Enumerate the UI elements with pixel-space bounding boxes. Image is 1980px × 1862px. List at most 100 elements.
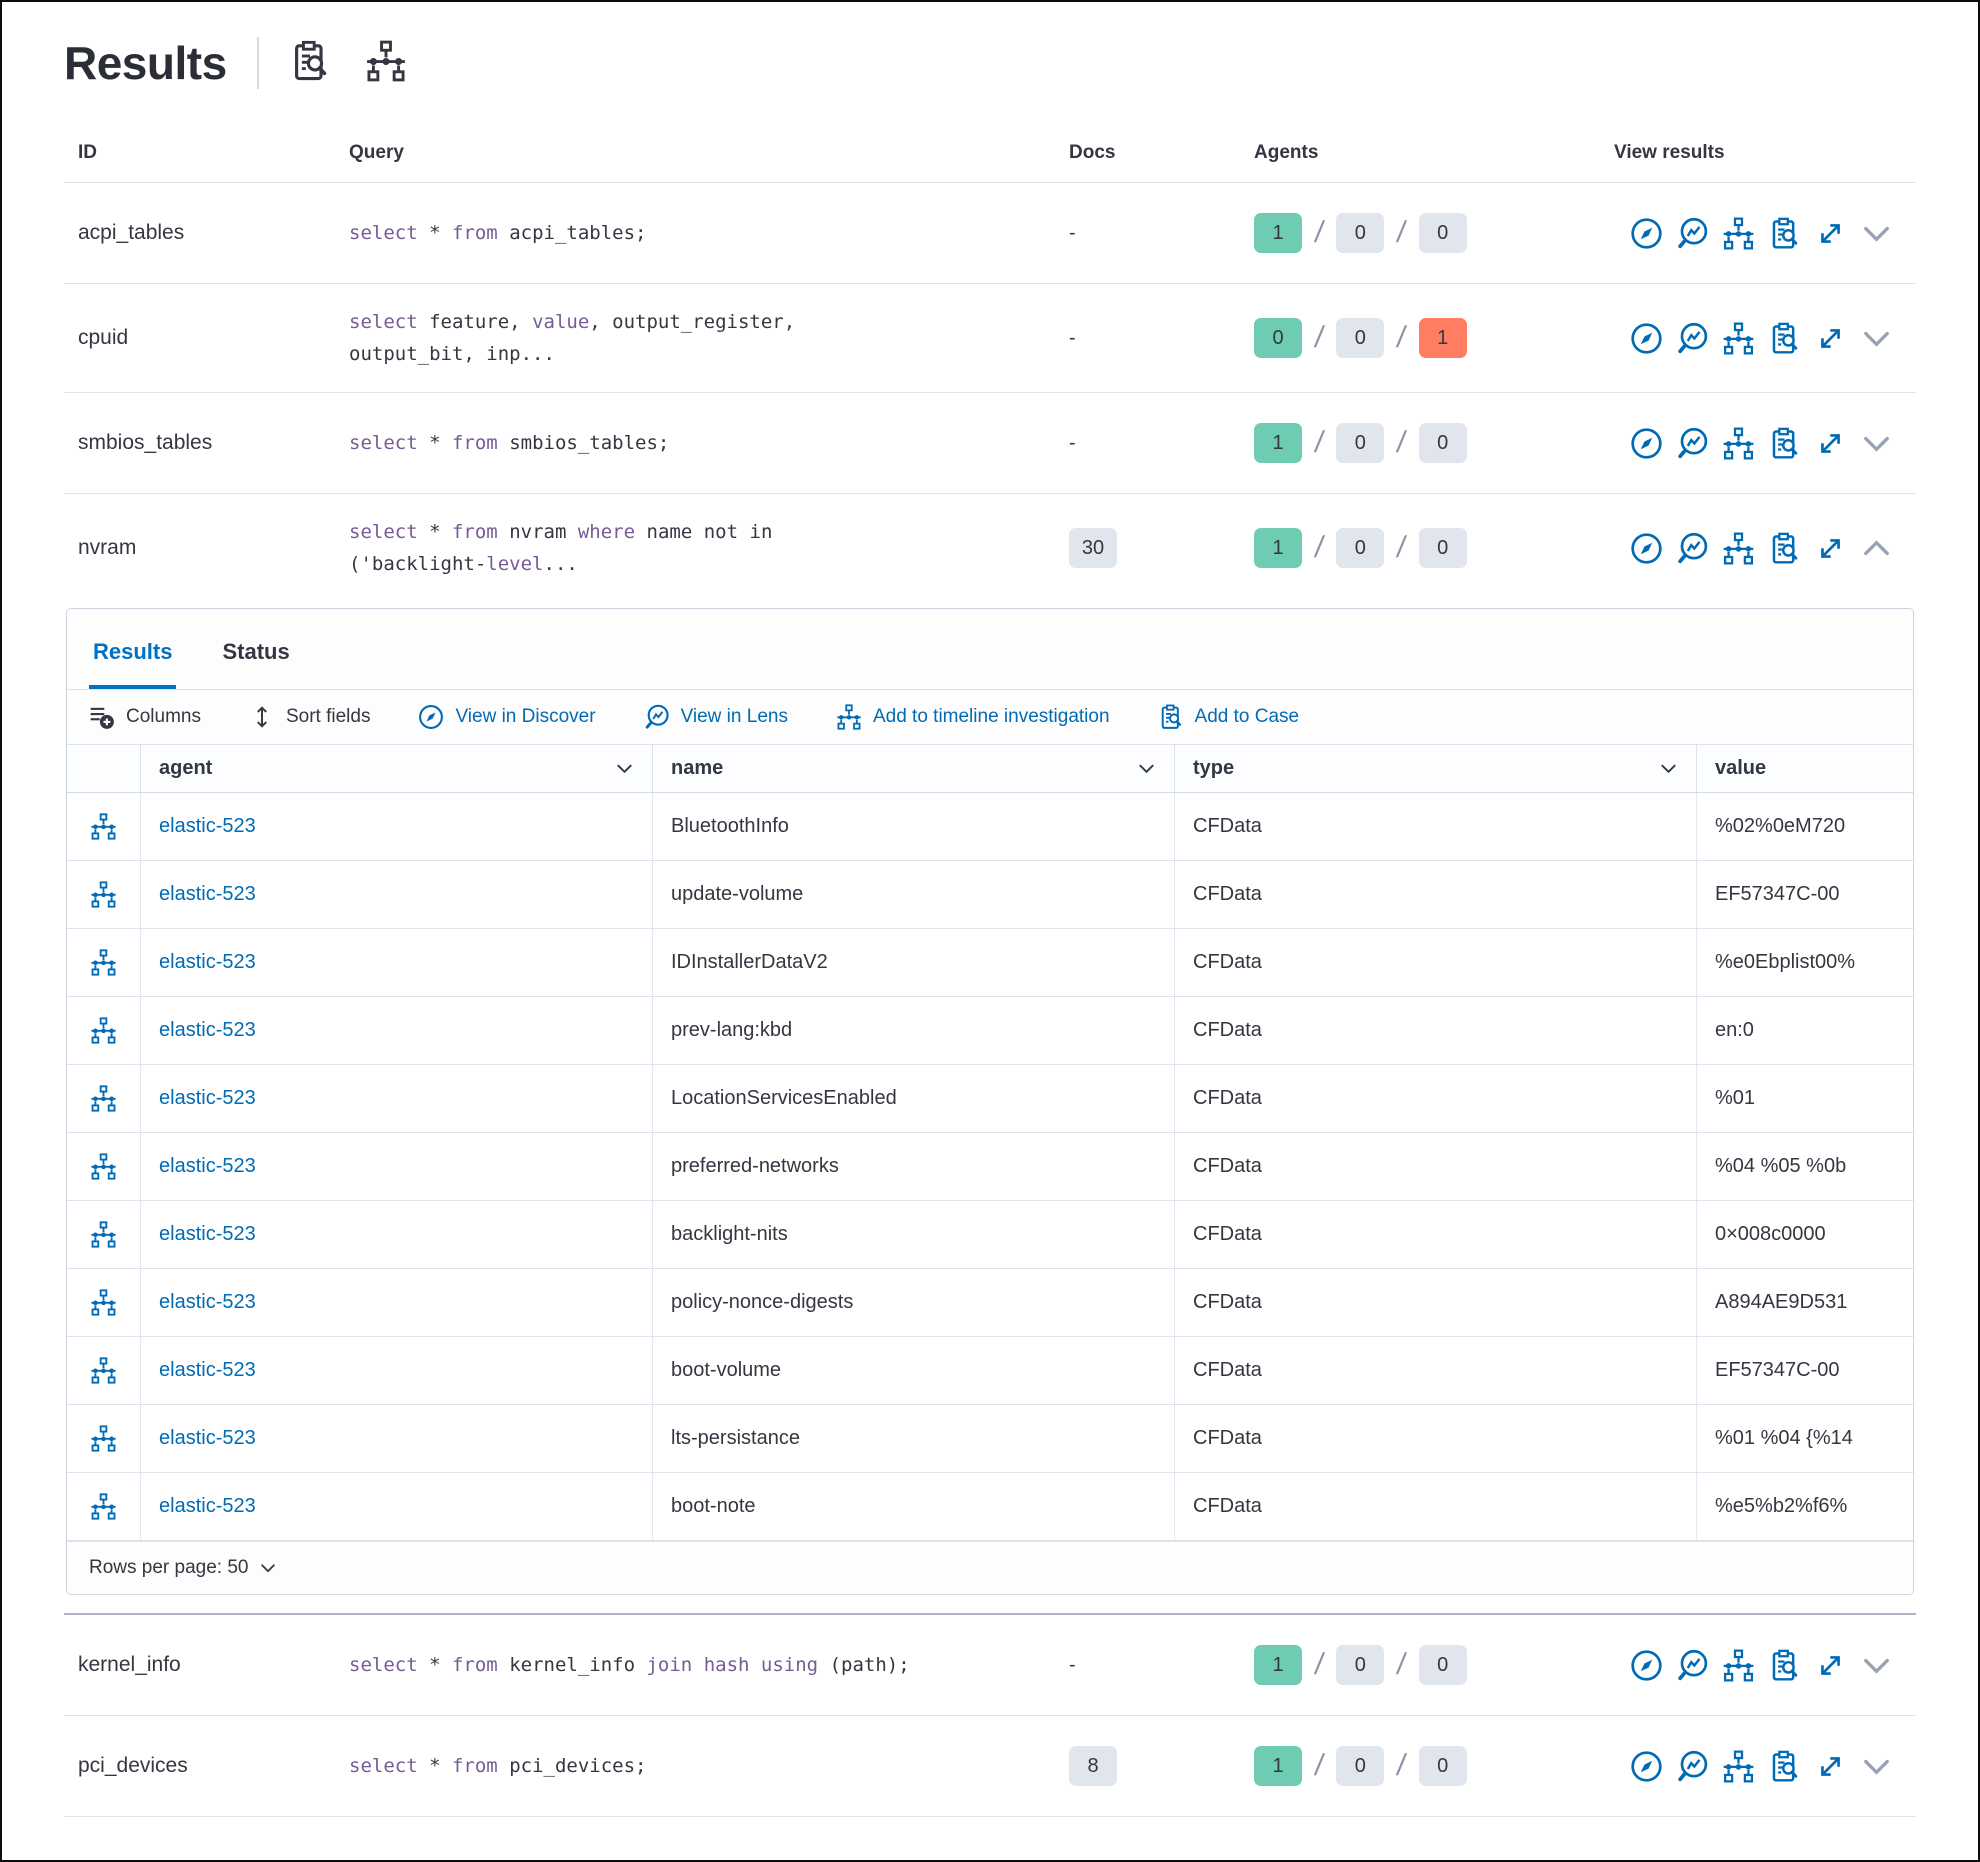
view-in-lens-icon[interactable] <box>1676 217 1709 250</box>
grid-header-type[interactable]: type <box>1175 745 1697 792</box>
expand-results-icon[interactable] <box>1814 1750 1847 1783</box>
view-in-discover-icon[interactable] <box>1630 427 1663 460</box>
add-row-to-timeline-icon[interactable] <box>67 1201 141 1268</box>
badge-separator: / <box>1395 531 1409 564</box>
view-in-discover-icon[interactable] <box>1630 217 1663 250</box>
add-row-to-timeline-icon[interactable] <box>67 793 141 860</box>
timeline-icon[interactable] <box>365 40 407 87</box>
badge-separator: / <box>1312 1648 1326 1681</box>
expand-results-icon[interactable] <box>1814 322 1847 355</box>
expand-results-icon[interactable] <box>1814 217 1847 250</box>
cell-value: %e5%b2%f6% <box>1715 1495 1848 1517</box>
rows-per-page-control[interactable]: Rows per page: 50 <box>67 1541 1913 1594</box>
columns-label: Columns <box>126 706 201 727</box>
cell-agent: elastic-523 <box>141 1201 653 1268</box>
cell-agent: elastic-523 <box>141 1473 653 1540</box>
view-in-discover-icon[interactable] <box>1630 1750 1663 1783</box>
grid-header-value[interactable]: value <box>1697 745 1913 792</box>
add-to-case-icon[interactable] <box>1768 1750 1801 1783</box>
sort-fields-button[interactable]: Sort fields <box>249 704 370 730</box>
agent-link[interactable]: elastic-523 <box>159 951 256 973</box>
add-to-timeline-icon[interactable] <box>1722 1649 1755 1682</box>
agent-link[interactable]: elastic-523 <box>159 1495 256 1517</box>
agent-link[interactable]: elastic-523 <box>159 883 256 905</box>
add-row-to-timeline-icon[interactable] <box>67 1473 141 1540</box>
add-to-case-icon[interactable] <box>1768 322 1801 355</box>
add-to-case-icon[interactable] <box>1768 532 1801 565</box>
add-row-to-timeline-icon[interactable] <box>67 929 141 996</box>
grid-header-row: agent name type value <box>67 745 1913 793</box>
add-row-to-timeline-icon[interactable] <box>67 1405 141 1472</box>
columns-button[interactable]: Columns <box>89 704 201 730</box>
cell-agent: elastic-523 <box>141 997 653 1064</box>
grid-header-agent[interactable]: agent <box>141 745 653 792</box>
add-to-case-icon[interactable] <box>1768 217 1801 250</box>
add-to-case-label: Add to Case <box>1194 706 1300 727</box>
view-in-discover-button[interactable]: View in Discover <box>418 704 596 730</box>
chevron-down-icon <box>615 759 634 778</box>
add-to-case-button[interactable]: Add to Case <box>1158 704 1300 730</box>
view-in-discover-icon[interactable] <box>1630 1649 1663 1682</box>
agent-link[interactable]: elastic-523 <box>159 1087 256 1109</box>
add-row-to-timeline-icon[interactable] <box>67 997 141 1064</box>
chevron-down-icon[interactable] <box>1860 217 1893 250</box>
add-to-case-icon[interactable] <box>1768 1649 1801 1682</box>
view-in-lens-icon[interactable] <box>1676 427 1709 460</box>
view-results-actions <box>1614 1750 1916 1783</box>
agent-link[interactable]: elastic-523 <box>159 1223 256 1245</box>
add-to-timeline-icon[interactable] <box>1722 322 1755 355</box>
view-in-lens-icon[interactable] <box>1676 322 1709 355</box>
cell-type: CFData <box>1175 1473 1697 1540</box>
add-row-to-timeline-icon[interactable] <box>67 1065 141 1132</box>
chevron-up-icon[interactable] <box>1860 532 1893 565</box>
table-row: elastic-523 boot-volume CFData EF57347C-… <box>67 1337 1913 1405</box>
table-row: elastic-523 LocationServicesEnabled CFDa… <box>67 1065 1913 1133</box>
expand-results-icon[interactable] <box>1814 532 1847 565</box>
agents-pending-badge: 0 <box>1336 213 1385 253</box>
column-header-docs: Docs <box>1069 142 1116 163</box>
add-to-timeline-icon[interactable] <box>1722 427 1755 460</box>
table-row: elastic-523 update-volume CFData EF57347… <box>67 861 1913 929</box>
tab-results[interactable]: Results <box>89 609 177 689</box>
add-to-case-icon[interactable] <box>1768 427 1801 460</box>
agent-link[interactable]: elastic-523 <box>159 1019 256 1041</box>
view-in-discover-icon[interactable] <box>1630 322 1663 355</box>
view-in-lens-icon[interactable] <box>1676 1750 1709 1783</box>
badge-separator: / <box>1312 216 1326 249</box>
cell-type: CFData <box>1175 997 1697 1064</box>
add-row-to-timeline-icon[interactable] <box>67 1269 141 1336</box>
view-in-discover-icon[interactable] <box>1630 532 1663 565</box>
agents-pending-badge: 0 <box>1336 423 1385 463</box>
add-to-timeline-icon[interactable] <box>1722 1750 1755 1783</box>
query-id: acpi_tables <box>78 221 185 244</box>
tab-status[interactable]: Status <box>222 639 290 664</box>
agent-link[interactable]: elastic-523 <box>159 1427 256 1449</box>
agent-link[interactable]: elastic-523 <box>159 1155 256 1177</box>
agent-link[interactable]: elastic-523 <box>159 1359 256 1381</box>
add-to-timeline-button[interactable]: Add to timeline investigation <box>836 704 1110 730</box>
expand-results-icon[interactable] <box>1814 1649 1847 1682</box>
grid-toolbar: Columns Sort fields View in Discover Vie… <box>67 690 1913 745</box>
cell-agent: elastic-523 <box>141 1065 653 1132</box>
chevron-down-icon[interactable] <box>1860 427 1893 460</box>
agents-success-badge: 1 <box>1254 423 1302 463</box>
grid-header-name[interactable]: name <box>653 745 1175 792</box>
agent-link[interactable]: elastic-523 <box>159 1291 256 1313</box>
expand-results-icon[interactable] <box>1814 427 1847 460</box>
cell-type: CFData <box>1175 1133 1697 1200</box>
add-row-to-timeline-icon[interactable] <box>67 861 141 928</box>
chevron-down-icon <box>1137 759 1156 778</box>
add-to-timeline-icon[interactable] <box>1722 217 1755 250</box>
view-in-lens-icon[interactable] <box>1676 532 1709 565</box>
badge-separator: / <box>1312 531 1326 564</box>
add-row-to-timeline-icon[interactable] <box>67 1337 141 1404</box>
view-in-lens-button[interactable]: View in Lens <box>644 704 788 730</box>
chevron-down-icon[interactable] <box>1860 322 1893 355</box>
chevron-down-icon[interactable] <box>1860 1649 1893 1682</box>
view-in-lens-icon[interactable] <box>1676 1649 1709 1682</box>
chevron-down-icon[interactable] <box>1860 1750 1893 1783</box>
add-row-to-timeline-icon[interactable] <box>67 1133 141 1200</box>
add-to-timeline-icon[interactable] <box>1722 532 1755 565</box>
inspect-case-icon[interactable] <box>289 40 331 87</box>
agent-link[interactable]: elastic-523 <box>159 815 256 837</box>
